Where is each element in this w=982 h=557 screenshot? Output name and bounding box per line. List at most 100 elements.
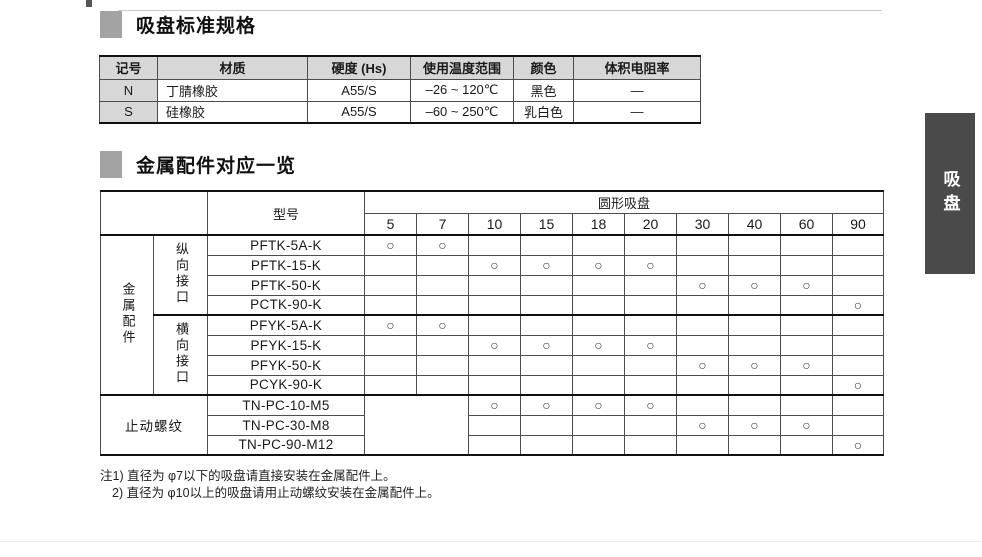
compat-mark-cell: ○: [780, 354, 833, 376]
compat-mark-cell: [520, 374, 573, 396]
compat-mark-cell: [468, 374, 521, 396]
compat-mark-cell: [572, 314, 625, 336]
col-header-material: 材质: [157, 55, 308, 80]
orientation-cell-vertical-port-label: 纵向接口: [173, 241, 189, 306]
size-col-header: 40: [728, 212, 781, 236]
footnote-2: 2) 直径为 φ10以上的吸盘请用止动螺纹安装在金属配件上。: [112, 486, 440, 500]
hardness-cell: A55/S: [307, 78, 411, 102]
compat-mark-cell: [572, 234, 625, 256]
temp-cell: –26 ~ 120℃: [410, 78, 514, 102]
spec-row-n: N 丁腈橡胶 A55/S –26 ~ 120℃ 黑色 —: [99, 78, 701, 102]
material-cell: 硅橡胶: [157, 100, 308, 124]
compat-mark-cell: [520, 354, 573, 376]
compat-mark-cell: [831, 234, 885, 256]
compat-mark-cell: ○: [831, 374, 885, 396]
compat-mark-cell: [780, 334, 833, 356]
compat-mark-cell: [364, 334, 417, 356]
compat-mark-cell: ○: [728, 274, 781, 296]
matrix-header-row-1: 型号 圆形吸盘: [100, 190, 885, 236]
size-col-header: 5: [364, 212, 417, 236]
footnotes: 注1) 直径为 φ7以下的吸盘请直接安装在金属配件上。 2) 直径为 φ10以上…: [100, 468, 440, 502]
compat-mark-cell: [676, 334, 729, 356]
matrix-row: PCYK-90-K ○: [101, 374, 885, 396]
section-marker-square: [100, 151, 122, 178]
compat-mark-cell: [364, 294, 417, 316]
compat-mark-cell: ○: [572, 394, 625, 416]
temp-cell: –60 ~ 250℃: [410, 100, 514, 124]
compat-mark-cell: [676, 234, 729, 256]
compat-mark-cell: [468, 354, 521, 376]
compat-mark-cell: ○: [676, 274, 729, 296]
compat-mark-cell: ○: [520, 394, 573, 416]
matrix-row: PFYK-50-K ○ ○ ○: [101, 354, 885, 376]
compat-mark-cell: [520, 294, 573, 316]
compat-mark-cell: [468, 314, 521, 336]
compat-mark-cell: [624, 234, 677, 256]
compat-mark-cell: [676, 254, 729, 276]
compat-mark-cell: [780, 394, 833, 416]
resistivity-cell: —: [573, 100, 701, 124]
compat-mark-cell: ○: [780, 274, 833, 296]
compat-mark-cell: [831, 414, 885, 436]
compat-mark-cell: [676, 314, 729, 336]
compat-mark-cell: ○: [728, 414, 781, 436]
size-col-header: 15: [520, 212, 573, 236]
compat-mark-cell: ○: [831, 434, 885, 456]
compat-mark-cell: ○: [468, 394, 521, 416]
col-header-hardness: 硬度 (Hs): [307, 55, 411, 80]
compat-mark-cell: [416, 334, 469, 356]
compat-mark-cell: [728, 234, 781, 256]
code-cell: S: [99, 100, 158, 124]
compat-mark-cell: ○: [364, 314, 417, 336]
col-header-color: 颜色: [513, 55, 574, 80]
compat-mark-cell: [728, 434, 781, 456]
chapter-side-tab-label: 吸盘: [940, 169, 960, 218]
compat-mark-cell: [780, 234, 833, 256]
compat-mark-cell: [676, 374, 729, 396]
compat-mark-cell: [831, 334, 885, 356]
chapter-side-tab: 吸盘: [925, 113, 975, 274]
compat-mark-cell: [831, 254, 885, 276]
compat-mark-cell: ○: [572, 254, 625, 276]
category-cell-metal-fitting: 金属配件: [100, 234, 154, 396]
matrix-row: PCTK-90-K ○: [101, 294, 885, 316]
matrix-row: 金属配件 纵向接口 PFTK-5A-K ○ ○: [100, 234, 885, 396]
compat-mark-cell: [416, 294, 469, 316]
fitting-matrix-table: 型号 圆形吸盘 5 7 10 15 18 20 30 40 60 90 金属配件 纵向接口 PFTK-…: [100, 190, 885, 456]
merged-empty-sizes-cell: [364, 394, 469, 456]
model-cell: TN-PC-10-M5: [207, 394, 365, 416]
model-cell: PFTK-5A-K: [207, 234, 365, 256]
compat-mark-cell: [624, 414, 677, 436]
matrix-row: PFTK-50-K ○ ○ ○: [101, 274, 885, 296]
size-col-header: 18: [572, 212, 625, 236]
category-cell-stop-thread: 止动螺纹: [100, 394, 208, 456]
spec-table: 记号 材质 硬度 (Hs) 使用温度范围 颜色 体积电阻率 N 丁腈橡胶 A55…: [99, 55, 701, 124]
section1-header: 吸盘标准规格: [100, 11, 256, 38]
category-cell-metal-fitting-label: 金属配件: [120, 281, 136, 346]
section-marker-square: [100, 11, 122, 38]
orientation-cell-horizontal-port: 横向接口: [153, 314, 208, 396]
model-cell: TN-PC-30-M8: [207, 414, 365, 436]
matrix-row: 止动螺纹 TN-PC-10-M5 ○ ○ ○ ○: [100, 394, 885, 456]
compat-mark-cell: [624, 294, 677, 316]
compat-mark-cell: [831, 274, 885, 296]
col-header-code: 记号: [99, 55, 158, 80]
size-col-header: 60: [780, 212, 833, 236]
size-col-header: 10: [468, 212, 521, 236]
compat-mark-cell: ○: [676, 354, 729, 376]
compat-mark-cell: ○: [520, 334, 573, 356]
model-cell: PFTK-50-K: [207, 274, 365, 296]
spec-row-s: S 硅橡胶 A55/S –60 ~ 250℃ 乳白色 —: [99, 100, 701, 124]
compat-mark-cell: [780, 434, 833, 456]
page-corner-mark: [86, 0, 92, 7]
compat-mark-cell: [728, 394, 781, 416]
orientation-cell-vertical-port: 纵向接口: [153, 234, 208, 316]
compat-mark-cell: [728, 334, 781, 356]
col-header-resistivity: 体积电阻率: [573, 55, 701, 80]
compat-mark-cell: ○: [831, 294, 885, 316]
matrix-row: PFTK-15-K ○ ○ ○ ○: [101, 254, 885, 276]
top-divider-rule: [118, 10, 882, 11]
compat-mark-cell: [364, 374, 417, 396]
footnote-1: 注1) 直径为 φ7以下的吸盘请直接安装在金属配件上。: [100, 469, 396, 483]
compat-mark-cell: [831, 314, 885, 336]
